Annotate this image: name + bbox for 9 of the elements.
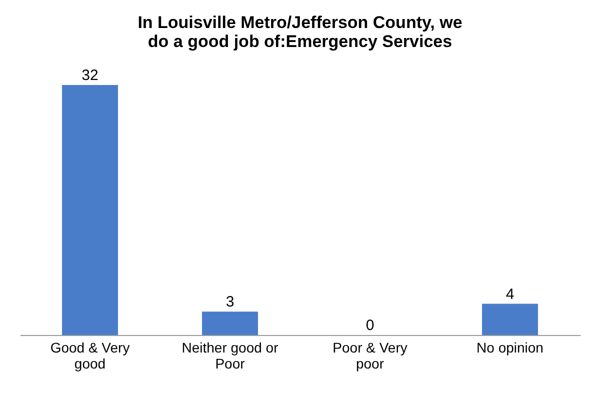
data-label: 4 <box>506 286 514 303</box>
data-label: 0 <box>366 317 374 334</box>
x-tick-label: No opinion <box>476 340 544 356</box>
x-tick-label: Neither good or Poor <box>182 340 279 372</box>
data-label: 32 <box>82 67 98 84</box>
data-label: 3 <box>226 294 234 311</box>
x-tick-label: Good & Very good <box>50 340 130 372</box>
chart-title: In Louisville Metro/Jefferson County, we do a good job of:Emergency Services <box>138 13 462 51</box>
x-tick-label: Poor & Very poor <box>332 340 408 372</box>
